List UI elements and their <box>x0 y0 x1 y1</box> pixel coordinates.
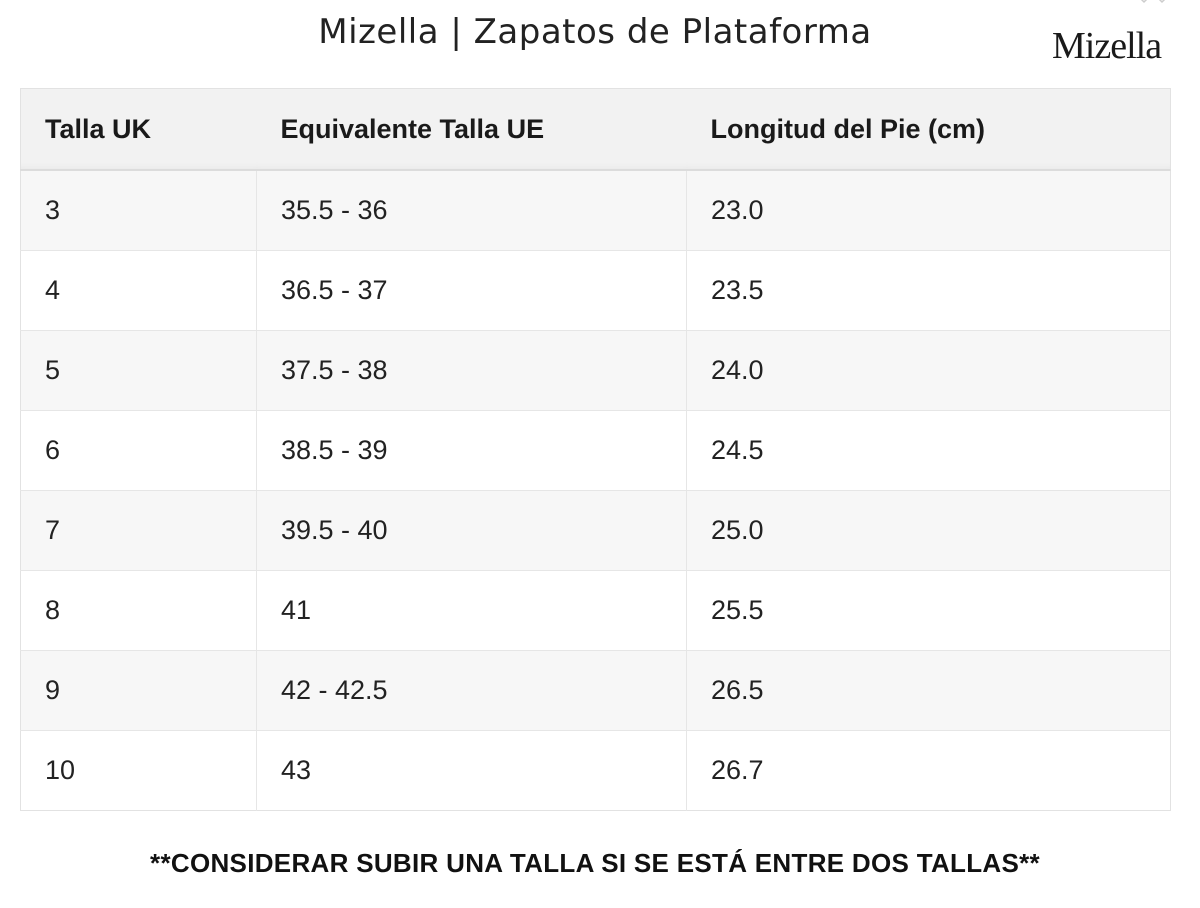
foot-length-cell: 24.0 <box>686 330 1171 411</box>
eu-size-cell: 36.5 - 37 <box>256 250 687 331</box>
column-header-uk-size: Talla UK <box>20 88 257 171</box>
table-row: 6 38.5 - 39 24.5 <box>20 410 1171 491</box>
table-row: 4 36.5 - 37 23.5 <box>20 250 1171 331</box>
foot-length-cell: 24.5 <box>686 410 1171 491</box>
table-row: 3 35.5 - 36 23.0 <box>20 169 1171 251</box>
eu-size-cell: 37.5 - 38 <box>256 330 687 411</box>
table-row: 9 42 - 42.5 26.5 <box>20 650 1171 731</box>
eu-size-cell: 42 - 42.5 <box>256 650 687 731</box>
table-header-row: Talla UK Equivalente Talla UE Longitud d… <box>20 88 1171 171</box>
uk-size-cell: 4 <box>20 250 257 331</box>
eu-size-cell: 39.5 - 40 <box>256 490 687 571</box>
foot-length-cell: 25.0 <box>686 490 1171 571</box>
table-row: 7 39.5 - 40 25.0 <box>20 490 1171 571</box>
uk-size-cell: 5 <box>20 330 257 411</box>
table-row: 5 37.5 - 38 24.0 <box>20 330 1171 411</box>
eu-size-cell: 35.5 - 36 <box>256 169 687 251</box>
foot-length-cell: 26.7 <box>686 730 1171 811</box>
column-header-foot-length: Longitud del Pie (cm) <box>686 88 1171 171</box>
table-row: 8 41 25.5 <box>20 570 1171 651</box>
foot-length-cell: 26.5 <box>686 650 1171 731</box>
column-header-eu-size: Equivalente Talla UE <box>256 88 687 171</box>
logo-ornament-icon <box>1140 0 1166 4</box>
sizing-footnote: **CONSIDERAR SUBIR UNA TALLA SI SE ESTÁ … <box>150 848 1040 878</box>
page-title: Mizella | Zapatos de Plataforma <box>318 12 872 52</box>
foot-length-cell: 23.5 <box>686 250 1171 331</box>
uk-size-cell: 9 <box>20 650 257 731</box>
foot-length-cell: 25.5 <box>686 570 1171 651</box>
uk-size-cell: 6 <box>20 410 257 491</box>
eu-size-cell: 38.5 - 39 <box>256 410 687 491</box>
uk-size-cell: 10 <box>20 730 257 811</box>
foot-length-cell: 23.0 <box>686 169 1171 251</box>
uk-size-cell: 7 <box>20 490 257 571</box>
uk-size-cell: 3 <box>20 169 257 251</box>
table-row: 10 43 26.7 <box>20 730 1171 811</box>
eu-size-cell: 41 <box>256 570 687 651</box>
eu-size-cell: 43 <box>256 730 687 811</box>
size-chart-table: Talla UK Equivalente Talla UE Longitud d… <box>20 88 1171 811</box>
uk-size-cell: 8 <box>20 570 257 651</box>
brand-logo: Mizella <box>1052 25 1162 67</box>
